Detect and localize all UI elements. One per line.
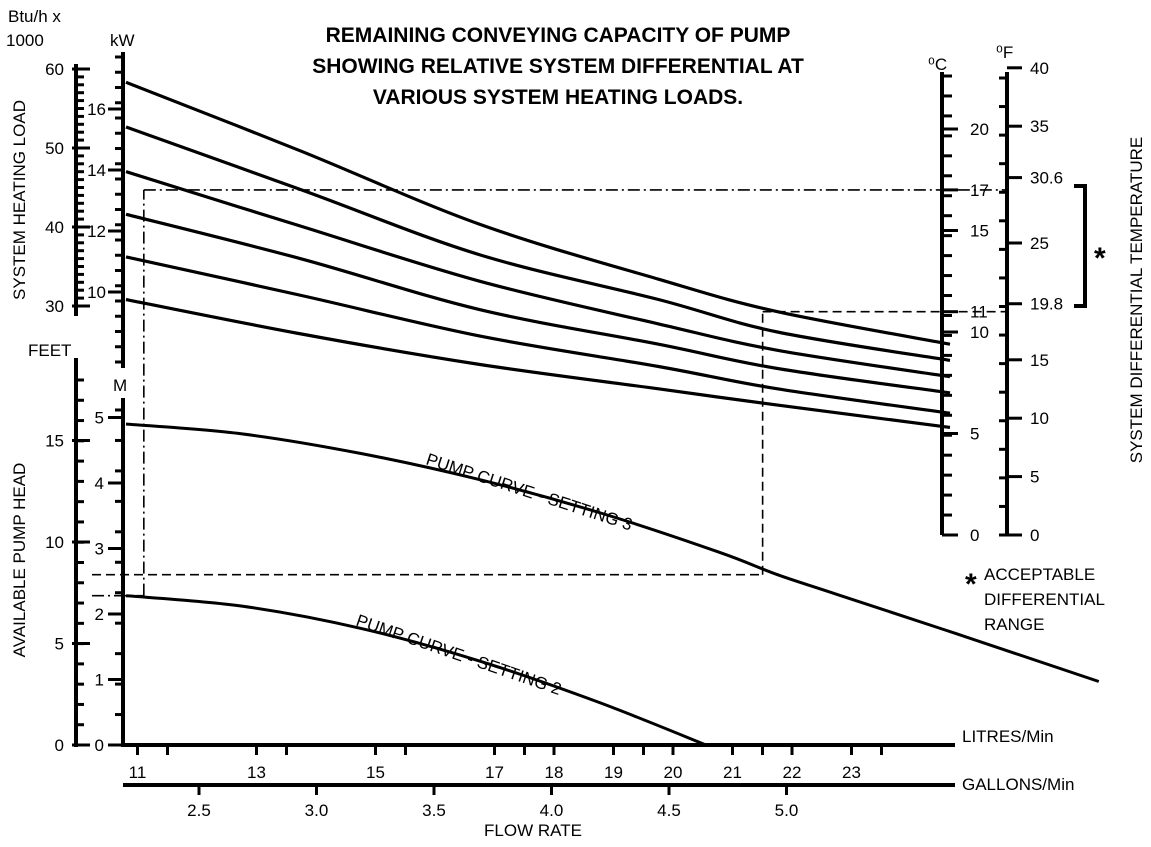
pump-curve-setting-2-label: PUMP CURVE - SETTING 2 [354, 611, 564, 699]
feet-tick-label: 5 [55, 635, 64, 654]
litres-tick-label: 13 [247, 763, 266, 782]
m-tick-label: 4 [95, 474, 104, 493]
feet-tick-label: 10 [45, 533, 64, 552]
litres-tick-label: 22 [783, 763, 802, 782]
acceptable-range-legend-line-1: ACCEPTABLE [984, 565, 1095, 584]
curves-layer [125, 80, 1100, 747]
celsius-tick-label: 5 [970, 425, 979, 444]
reference-lines-layer [92, 189, 1005, 597]
celsius-tick-label: 17 [970, 181, 989, 200]
load-curve-4 [125, 212, 951, 395]
feet-tick-label: 0 [55, 736, 64, 755]
pump-curve-setting-2 [125, 594, 707, 747]
fahrenheit-tick-label: 19.8 [1030, 295, 1063, 314]
celsius-unit-label: ⁰C [928, 55, 947, 74]
litres-tick-label: 21 [723, 763, 742, 782]
litres-unit-label: LITRES/Min [962, 727, 1054, 746]
system-heating-load-label: SYSTEM HEATING LOAD [10, 100, 29, 300]
load-curve-3 [125, 170, 951, 379]
gallons-tick-label: 3.0 [305, 801, 329, 820]
m-unit-label: M [113, 376, 127, 395]
fahrenheit-tick-label: 0 [1030, 526, 1039, 545]
fahrenheit-tick-label: 30.6 [1030, 169, 1063, 188]
fahrenheit-tick-label: 40 [1030, 59, 1049, 78]
btu-tick-label: 50 [45, 139, 64, 158]
btu-unit-label-2: 1000 [6, 31, 44, 50]
feet-tick-label: 15 [45, 432, 64, 451]
gallons-tick-label: 2.5 [187, 801, 211, 820]
kw-tick-label: 12 [87, 222, 106, 241]
acceptable-range-legend-marker: * [965, 568, 977, 601]
x-axis-title: FLOW RATE [484, 821, 582, 840]
btu-unit-label-1: Btu/h x [8, 7, 61, 26]
fahrenheit-tick-label: 5 [1030, 468, 1039, 487]
acceptable-range-legend-line-3: RANGE [984, 615, 1044, 634]
chart-title-line-1: REMAINING CONVEYING CAPACITY OF PUMP [326, 24, 791, 47]
litres-tick-label: 11 [129, 763, 147, 782]
available-pump-head-label: AVAILABLE PUMP HEAD [10, 463, 29, 658]
acceptable-range-marker: * [1094, 242, 1106, 275]
system-differential-label: SYSTEM DIFFERENTIAL TEMPERATURE [1127, 137, 1146, 464]
load-curve-2 [125, 125, 951, 362]
gallons-tick-label: 3.5 [422, 801, 446, 820]
kw-tick-label: 14 [87, 161, 106, 180]
m-tick-label: 2 [95, 605, 104, 624]
litres-tick-label: 18 [545, 763, 564, 782]
celsius-tick-label: 15 [970, 222, 989, 241]
kw-tick-label: 10 [87, 283, 106, 302]
fahrenheit-tick-label: 10 [1030, 409, 1049, 428]
gallons-tick-label: 5.0 [775, 801, 799, 820]
axes [74, 52, 1087, 787]
load-curve-1 [125, 80, 951, 346]
pump-curve-setting-3-label: PUMP CURVE - SETTING 3 [424, 450, 635, 535]
litres-tick-label: 23 [842, 763, 861, 782]
m-tick-label: 1 [95, 671, 104, 690]
celsius-tick-label: 10 [970, 323, 989, 342]
litres-tick-label: 17 [485, 763, 504, 782]
feet-unit-label: FEET [28, 341, 71, 360]
celsius-tick-label: 0 [970, 526, 979, 545]
btu-tick-label: 30 [45, 297, 64, 316]
litres-tick-label: 19 [604, 763, 623, 782]
chart-title-line-2: SHOWING RELATIVE SYSTEM DIFFERENTIAL AT [312, 55, 804, 78]
pump-curve-setting-3 [125, 422, 1100, 683]
fahrenheit-tick-label: 15 [1030, 351, 1049, 370]
load-curve-6 [125, 297, 951, 429]
fahrenheit-tick-label: 35 [1030, 117, 1049, 136]
load-curve-5 [125, 255, 951, 415]
btu-tick-label: 40 [45, 218, 64, 237]
fahrenheit-tick-label: 25 [1030, 234, 1049, 253]
gallons-tick-label: 4.5 [657, 801, 681, 820]
m-tick-label: 3 [95, 540, 104, 559]
gallons-unit-label: GALLONS/Min [962, 775, 1074, 794]
chart-title-line-3: VARIOUS SYSTEM HEATING LOADS. [373, 86, 743, 109]
ticks-layer: 6050403016141210151050543210201715111050… [45, 55, 1063, 820]
btu-tick-label: 60 [45, 60, 64, 79]
litres-tick-label: 15 [366, 763, 385, 782]
acceptable-range-legend-line-2: DIFFERENTIAL [984, 590, 1105, 609]
celsius-tick-label: 20 [970, 120, 989, 139]
m-tick-label: 0 [95, 736, 104, 755]
m-tick-label: 5 [95, 409, 104, 428]
litres-tick-label: 20 [664, 763, 683, 782]
kw-tick-label: 16 [87, 100, 106, 119]
kw-unit-label: kW [110, 31, 135, 50]
fahrenheit-unit-label: ⁰F [996, 43, 1013, 62]
gallons-tick-label: 4.0 [540, 801, 564, 820]
